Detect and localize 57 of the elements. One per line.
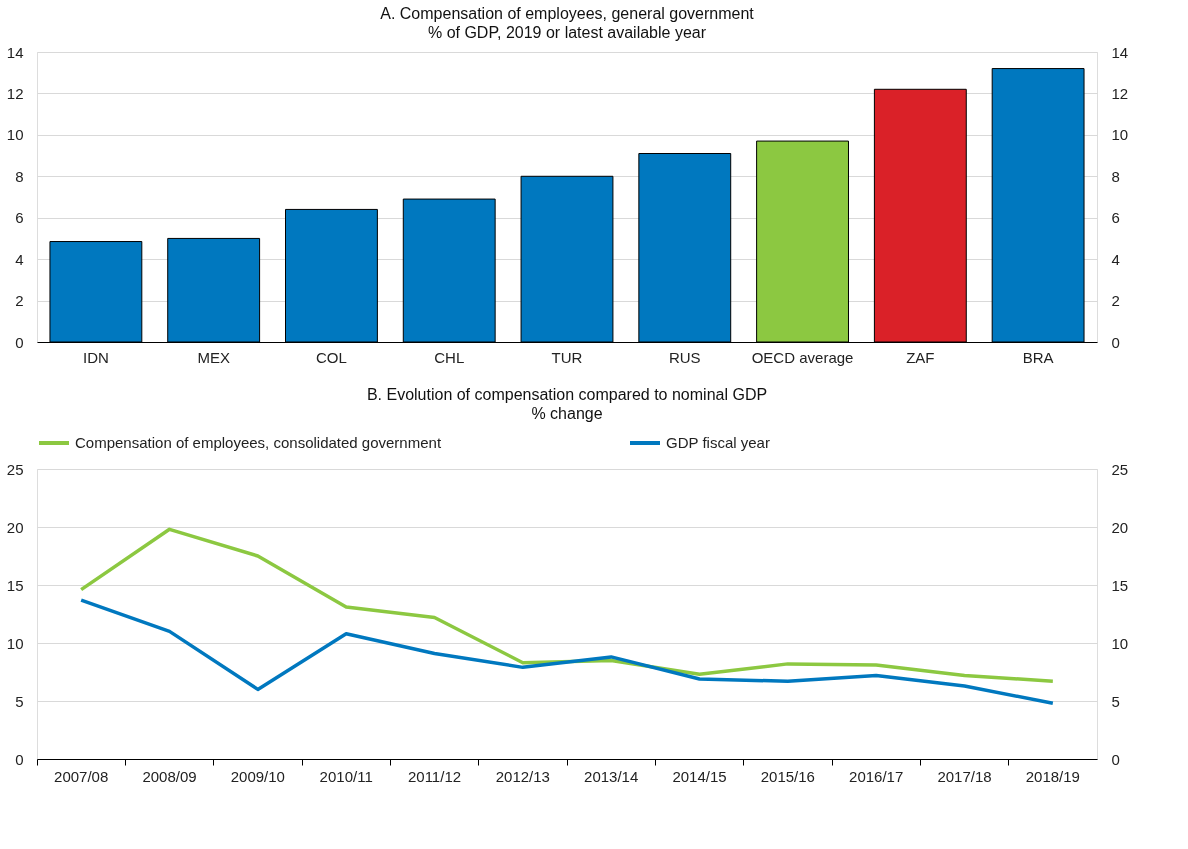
chart-subtitle: % of GDP, 2019 or latest available year [427,24,707,41]
x-tick-label: IDN [82,348,109,366]
y2-tick-label: 14 [1111,43,1129,61]
y2-tick-label: 20 [1111,518,1129,536]
x-tick-label: 2013/14 [584,767,639,785]
x-tick-label: 2011/12 [407,767,462,785]
y2-tick-label: 6 [1111,209,1120,227]
y-tick-label: 20 [6,518,24,536]
x-tick-label: 2009/10 [230,767,285,785]
y-tick-label: 8 [15,167,24,185]
x-tick-label: 2017/18 [937,767,992,785]
line-series [79,598,1055,706]
y-tick-label: 4 [15,250,24,268]
chart-subtitle: % change [531,405,603,422]
y-tick-label: 12 [6,84,24,102]
x-tick-label: 2016/17 [849,767,904,785]
y2-tick-label: 2 [1111,292,1120,310]
y2-tick-label: 10 [1111,634,1129,652]
y2-tick-label: 0 [1111,750,1120,768]
y-tick-label: 10 [6,634,24,652]
y2-tick-label: 4 [1111,250,1120,268]
y-tick-label: 14 [6,43,24,61]
chart-title: B. Evolution of compensation compared to nominal GDP [366,386,768,403]
legend-label: GDP fiscal year [666,434,770,451]
x-tick-label: 2008/09 [142,767,197,785]
x-tick-label: CHL [434,348,465,366]
y2-tick-label: 5 [1111,692,1120,710]
x-tick-label: 2007/08 [54,767,109,785]
y-tick-label: 5 [15,692,24,710]
x-tick-label: 2010/11 [319,767,373,785]
y2-tick-label: 25 [1111,460,1129,478]
y-tick-label: 0 [15,750,24,768]
x-tick-label: COL [316,348,347,366]
x-tick-label: 2014/15 [672,767,727,785]
legend-label: Compensation of employees, consolidated government [75,434,442,451]
x-tick-label: 2018/19 [1025,767,1080,785]
y-tick-label: 15 [6,576,24,594]
y2-tick-label: 10 [1111,126,1129,144]
line-series [79,527,1055,684]
y-tick-label: 25 [6,460,24,478]
x-tick-label: BRA [1022,348,1054,366]
x-tick-label: TUR [551,348,583,366]
x-tick-label: 2015/16 [760,767,815,785]
y-tick-label: 10 [6,126,24,144]
y-tick-label: 2 [15,292,24,310]
x-tick-label: RUS [668,348,701,366]
y2-tick-label: 0 [1111,333,1120,351]
y-tick-label: 0 [15,333,24,351]
y2-tick-label: 15 [1111,576,1129,594]
x-tick-label: OECD average [751,348,854,366]
y-tick-label: 6 [15,209,24,227]
x-tick-label: MEX [197,348,230,366]
y2-tick-label: 8 [1111,167,1120,185]
x-tick-label: 2012/13 [495,767,550,785]
y2-tick-label: 12 [1111,84,1129,102]
chart-title: A. Compensation of employees, general government [380,5,755,22]
x-tick-label: ZAF [906,348,935,366]
